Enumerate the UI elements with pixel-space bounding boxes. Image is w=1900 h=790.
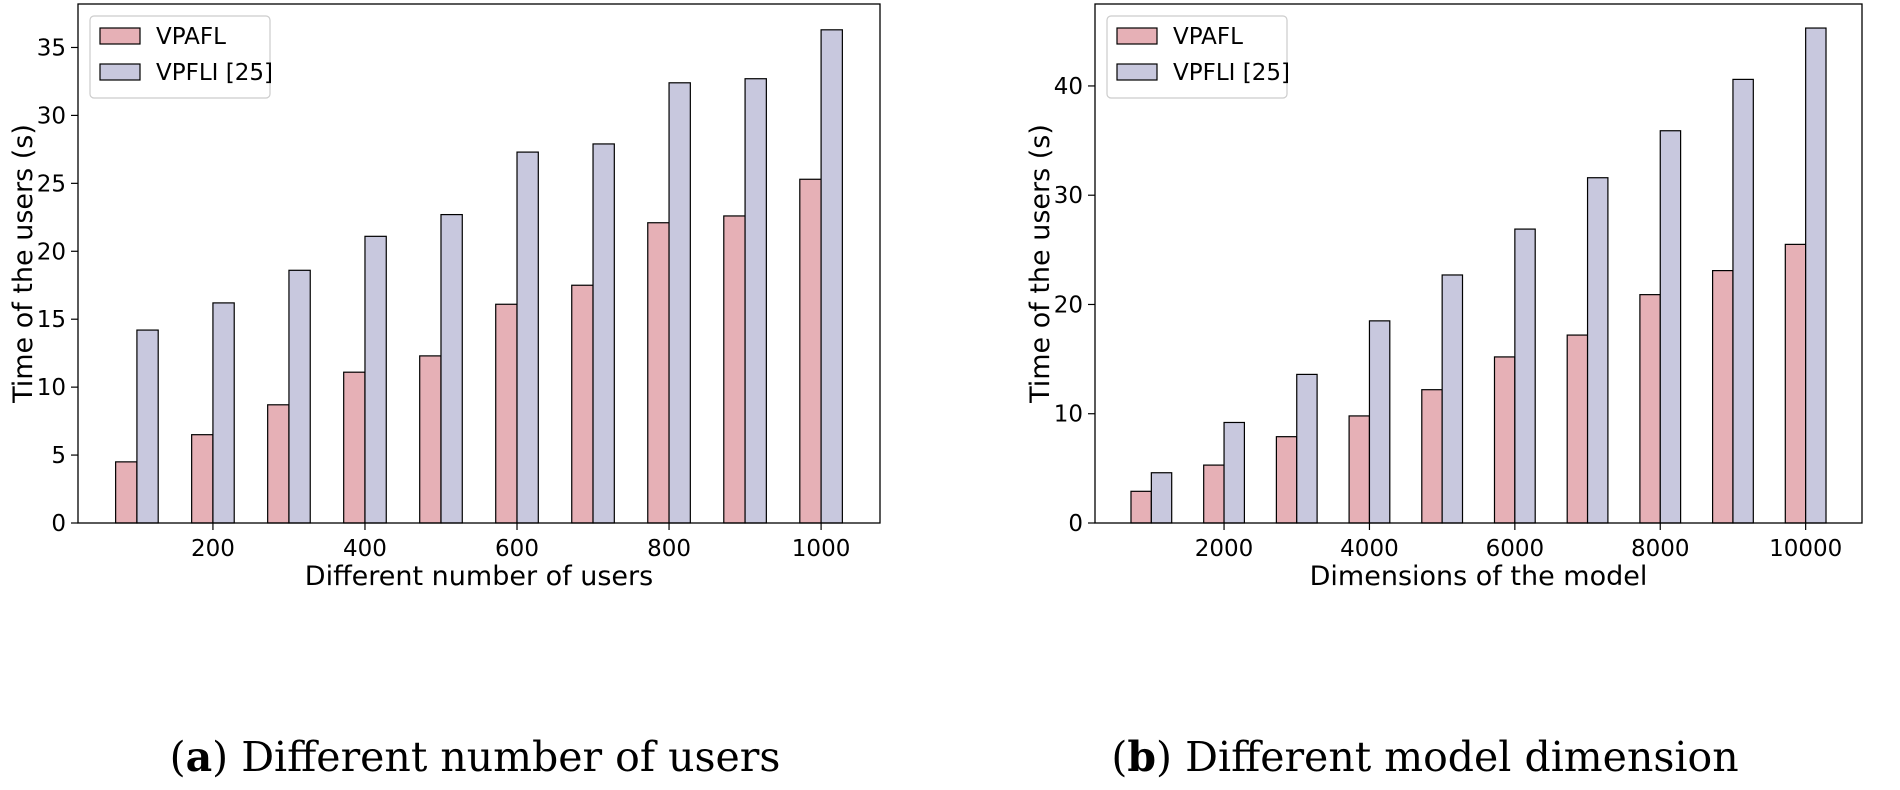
bar-vpafl-1000 bbox=[799, 178, 822, 524]
legend-label-vpafl: VPAFL bbox=[1173, 24, 1243, 50]
bar-vpfli-700 bbox=[592, 143, 615, 524]
x-tick-label: 10000 bbox=[1769, 536, 1842, 562]
bar-vpfli-600 bbox=[516, 151, 539, 524]
y-axis-label: Time of the users (s) bbox=[1025, 124, 1056, 404]
x-tick-label: 6000 bbox=[1486, 536, 1545, 562]
legend-swatch-vpfli bbox=[99, 63, 141, 81]
y-tick-label: 15 bbox=[37, 307, 66, 333]
bar-vpfli-10000 bbox=[1805, 27, 1827, 524]
bar-vpafl-900 bbox=[723, 215, 746, 524]
bar-vpfli-4000 bbox=[1368, 320, 1391, 524]
bar-vpfli-3000 bbox=[1296, 373, 1318, 524]
bar-vpafl-500 bbox=[419, 355, 442, 524]
bar-vpafl-1000 bbox=[1130, 490, 1152, 524]
plot-frame bbox=[77, 3, 881, 524]
y-tick-label: 40 bbox=[1054, 74, 1083, 100]
plot-frame bbox=[1094, 3, 1863, 524]
legend-swatch-vpafl bbox=[1116, 27, 1158, 45]
x-axis-label: Dimensions of the model bbox=[1310, 561, 1648, 592]
bar-vpfli-1000 bbox=[1150, 472, 1173, 524]
bar-vpafl-800 bbox=[647, 222, 670, 524]
x-tick-label: 400 bbox=[343, 536, 387, 562]
caption-a-letter: a bbox=[185, 733, 213, 781]
bar-chart-users: 0 5 10 15 20 25 30 35 200 400 600 800 1000 Different … bbox=[8, 3, 881, 592]
y-tick-label: 25 bbox=[37, 171, 66, 197]
x-axis-label: Different number of users bbox=[305, 561, 653, 592]
bar-vpafl-100 bbox=[115, 461, 138, 524]
bar-vpfli-2000 bbox=[1223, 421, 1246, 524]
legend-swatch-vpfli bbox=[1116, 63, 1158, 81]
bar-vpfli-500 bbox=[440, 213, 463, 524]
legend: VPAFL VPFLI [25] bbox=[1106, 15, 1290, 99]
x-tick-label: 800 bbox=[647, 536, 691, 562]
y-tick-label: 10 bbox=[37, 375, 66, 401]
bar-vpafl-400 bbox=[343, 371, 366, 524]
bar-chart-dimensions: 0 10 20 30 40 2000 4000 6000 8000 10000 Dimensions… bbox=[1025, 3, 1863, 592]
x-tick-label: 2000 bbox=[1195, 536, 1254, 562]
bar-vpafl-8000 bbox=[1639, 294, 1661, 524]
bar-vpfli-900 bbox=[744, 78, 767, 524]
bar-vpafl-700 bbox=[571, 284, 594, 524]
caption-b-letter: b bbox=[1127, 733, 1157, 781]
x-tick-label: 1000 bbox=[792, 536, 851, 562]
y-tick-label: 20 bbox=[37, 239, 66, 265]
bar-vpfli-6000 bbox=[1514, 228, 1536, 524]
legend-swatch-vpafl bbox=[99, 27, 141, 45]
legend-label-vpfli: VPFLI [25] bbox=[1173, 60, 1290, 86]
legend: VPAFL VPFLI [25] bbox=[89, 15, 273, 99]
caption-b: (b) Different model dimension bbox=[1111, 733, 1739, 781]
y-axis-label: Time of the users (s) bbox=[8, 124, 39, 404]
x-tick-label: 600 bbox=[495, 536, 539, 562]
bar-vpfli-400 bbox=[364, 235, 387, 524]
x-tick-label: 200 bbox=[191, 536, 235, 562]
chart-panel-a: 0 5 10 15 20 25 30 35 200 400 600 800 1000 Different … bbox=[8, 3, 881, 781]
bar-vpafl-6000 bbox=[1493, 356, 1516, 524]
bar-vpfli-300 bbox=[288, 269, 311, 524]
y-tick-label: 5 bbox=[51, 443, 66, 469]
y-tick-label: 30 bbox=[1054, 183, 1083, 209]
x-tick-label: 8000 bbox=[1631, 536, 1690, 562]
bar-vpafl-600 bbox=[495, 303, 518, 524]
bar-vpafl-200 bbox=[191, 434, 214, 524]
caption-a: (a) Different number of users bbox=[169, 733, 781, 781]
bar-vpfli-9000 bbox=[1732, 78, 1754, 524]
y-tick-label: 0 bbox=[51, 511, 66, 537]
y-tick-label: 20 bbox=[1054, 292, 1083, 318]
bar-vpafl-300 bbox=[267, 404, 290, 524]
bar-vpafl-5000 bbox=[1421, 389, 1443, 524]
bar-vpafl-9000 bbox=[1711, 270, 1734, 524]
bar-vpfli-200 bbox=[212, 302, 235, 524]
legend-label-vpafl: VPAFL bbox=[156, 24, 226, 50]
bar-vpfli-800 bbox=[668, 82, 691, 524]
bar-vpfli-8000 bbox=[1659, 130, 1682, 524]
y-tick-label: 10 bbox=[1054, 402, 1083, 428]
caption-b-text: Different model dimension bbox=[1185, 733, 1739, 781]
x-tick-label: 4000 bbox=[1340, 536, 1399, 562]
y-tick-label: 35 bbox=[37, 35, 66, 61]
y-tick-label: 30 bbox=[37, 103, 66, 129]
legend-label-vpfli: VPFLI [25] bbox=[156, 60, 273, 86]
bar-vpfli-7000 bbox=[1586, 177, 1609, 524]
bar-vpafl-3000 bbox=[1275, 436, 1298, 524]
bar-vpfli-5000 bbox=[1441, 274, 1464, 524]
bar-vpfli-1000 bbox=[820, 29, 843, 524]
bar-vpafl-2000 bbox=[1203, 464, 1225, 524]
bar-vpafl-4000 bbox=[1348, 415, 1371, 524]
caption-a-text: Different number of users bbox=[241, 733, 781, 781]
chart-panel-b: 0 10 20 30 40 2000 4000 6000 8000 10000 Dimensions… bbox=[950, 0, 1900, 790]
bar-vpafl-10000 bbox=[1784, 243, 1807, 524]
y-tick-label: 0 bbox=[1068, 511, 1083, 537]
bar-vpafl-7000 bbox=[1566, 334, 1589, 524]
bar-vpfli-100 bbox=[136, 329, 159, 524]
